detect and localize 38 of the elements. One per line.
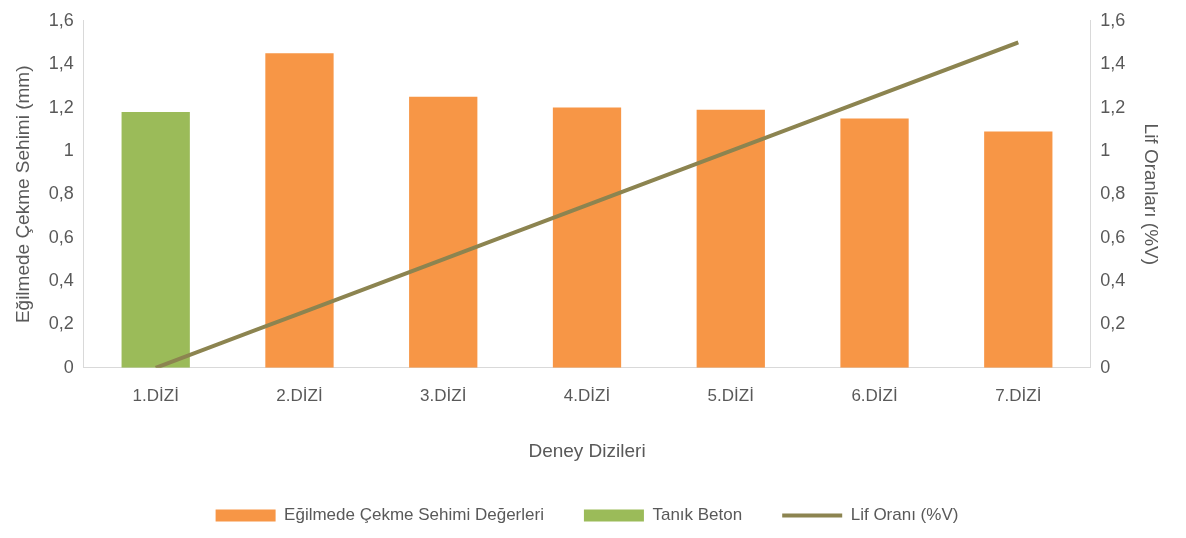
y2-tick-label: 1,6 bbox=[1100, 9, 1126, 30]
y-tick-label: 1 bbox=[63, 139, 74, 160]
y-tick-label: 1,2 bbox=[48, 96, 74, 117]
bar bbox=[552, 107, 622, 368]
y2-tick-label: 0 bbox=[1100, 356, 1111, 377]
y2-axis-title: Lif Oranları (%V) bbox=[1141, 123, 1163, 266]
legend-label: Tanık Beton bbox=[652, 505, 743, 525]
y-tick-label: 0,2 bbox=[48, 313, 74, 334]
x-tick-label: 5.DİZİ bbox=[707, 385, 754, 405]
x-tick-label: 6.DİZİ bbox=[851, 385, 898, 405]
y-tick-label: 0 bbox=[63, 356, 74, 377]
x-axis-title: Deney Dizileri bbox=[528, 439, 646, 461]
bar bbox=[696, 109, 765, 368]
legend-label: Lif Oranı (%V) bbox=[850, 505, 959, 525]
bar bbox=[409, 96, 478, 368]
bar bbox=[265, 53, 334, 368]
bar bbox=[984, 131, 1053, 368]
x-tick-label: 3.DİZİ bbox=[420, 385, 467, 405]
y-axis-title: Eğilmede Çekme Sehimi (mm) bbox=[11, 65, 33, 324]
y2-tick-label: 0,8 bbox=[1100, 183, 1126, 204]
x-tick-label: 1.DİZİ bbox=[132, 385, 179, 405]
y-tick-label: 0,6 bbox=[48, 226, 74, 247]
legend-label: Eğilmede Çekme Sehimi Değerleri bbox=[284, 505, 544, 525]
y-tick-label: 0,4 bbox=[48, 270, 74, 291]
x-tick-label: 2.DİZİ bbox=[276, 385, 323, 405]
y2-tick-label: 1,2 bbox=[1100, 96, 1126, 117]
y-tick-label: 1,4 bbox=[48, 53, 74, 74]
bar bbox=[840, 118, 909, 368]
x-tick-label: 7.DİZİ bbox=[995, 385, 1042, 405]
x-tick-label: 4.DİZİ bbox=[563, 385, 611, 405]
y2-tick-label: 1,4 bbox=[1100, 53, 1126, 74]
bar bbox=[121, 111, 190, 368]
y2-tick-label: 0,2 bbox=[1100, 313, 1126, 334]
y-tick-label: 0,8 bbox=[48, 183, 74, 204]
y2-tick-label: 0,6 bbox=[1100, 226, 1126, 247]
y-tick-label: 1,6 bbox=[48, 9, 74, 30]
y2-tick-label: 1 bbox=[1100, 139, 1111, 160]
y2-tick-label: 0,4 bbox=[1100, 270, 1126, 291]
